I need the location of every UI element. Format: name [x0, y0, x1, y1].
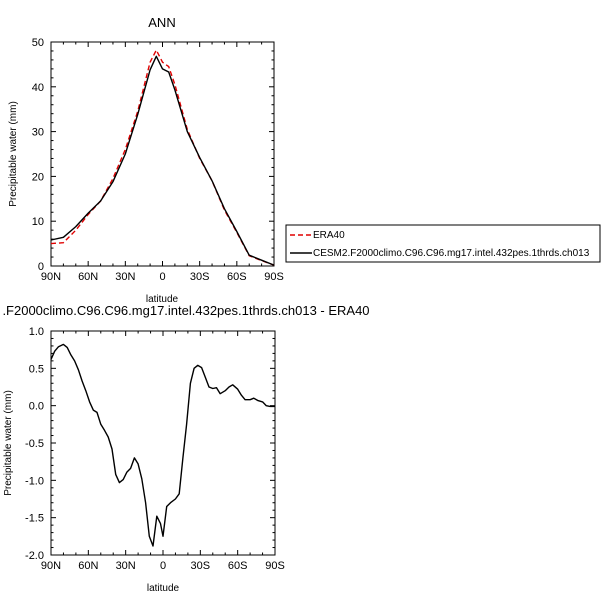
x-tick-label: 90S [265, 560, 285, 572]
y-tick-label: 0.5 [29, 363, 44, 375]
y-axis-label: Precipitable water (mm) [8, 101, 19, 207]
x-tick-label: 60N [78, 560, 98, 572]
x-tick-label: 30S [191, 560, 211, 572]
x-tick-label: 0 [160, 560, 166, 572]
legend-entry-era40: ERA40 [313, 230, 345, 241]
chart-title: .F2000climo.C96.C96.mg17.intel.432pes.1t… [2, 303, 369, 318]
y-tick-label: 50 [32, 37, 44, 49]
climatology-panel: ANN 90N 60N 30N 0 30S 60S 90S 0 10 20 30 40 50 latit… [8, 15, 284, 305]
y-tick-label: -1.5 [25, 513, 44, 525]
legend-box [285, 224, 601, 263]
difference-panel: .F2000climo.C96.C96.mg17.intel.432pes.1t… [2, 303, 369, 594]
x-tick-label: 90N [41, 560, 61, 572]
axis-ticks: 90N 60N 30N 0 30S 60S 90S -2.0 -1.5 -1.0 -0.5 0.0 0.… [25, 326, 285, 572]
series-line-cesm2 [50, 55, 275, 266]
y-tick-label: 0 [38, 261, 44, 273]
x-axis-label: latitude [146, 294, 179, 305]
y-tick-label: 40 [32, 82, 44, 94]
y-tick-label: 1.0 [29, 326, 44, 338]
legend-entry-model: CESM2.F2000climo.C96.C96.mg17.intel.432p… [313, 248, 590, 259]
y-tick-label: 30 [32, 127, 44, 139]
x-tick-label: 90N [41, 271, 61, 283]
y-tick-label: -0.5 [25, 438, 44, 450]
x-tick-label: 30S [190, 271, 210, 283]
x-tick-label: 60S [227, 271, 247, 283]
legend: ERA40 CESM2.F2000climo.C96.C96.mg17.inte… [285, 224, 601, 263]
plot-frame [50, 330, 276, 556]
y-tick-label: -1.0 [25, 475, 44, 487]
x-tick-label: 60S [228, 560, 248, 572]
plot-lines [50, 343, 275, 547]
x-tick-label: 0 [159, 271, 165, 283]
y-tick-label: 10 [32, 216, 44, 228]
y-tick-label: 0.0 [29, 401, 44, 413]
x-axis-label: latitude [147, 583, 180, 594]
x-tick-label: 60N [78, 271, 98, 283]
x-tick-label: 30N [115, 271, 135, 283]
axis-ticks: 90N 60N 30N 0 30S 60S 90S 0 10 20 30 40 50 [32, 37, 284, 283]
plot-lines [50, 49, 275, 266]
x-tick-label: 30N [116, 560, 136, 572]
series-line-era40 [50, 49, 275, 266]
series-line-difference [50, 343, 275, 547]
x-tick-label: 90S [264, 271, 284, 283]
y-tick-label: 20 [32, 171, 44, 183]
plot-frame [50, 41, 275, 267]
y-tick-label: -2.0 [25, 550, 44, 562]
y-axis-label: Precipitable water (mm) [3, 390, 14, 496]
chart-title: ANN [148, 15, 175, 30]
